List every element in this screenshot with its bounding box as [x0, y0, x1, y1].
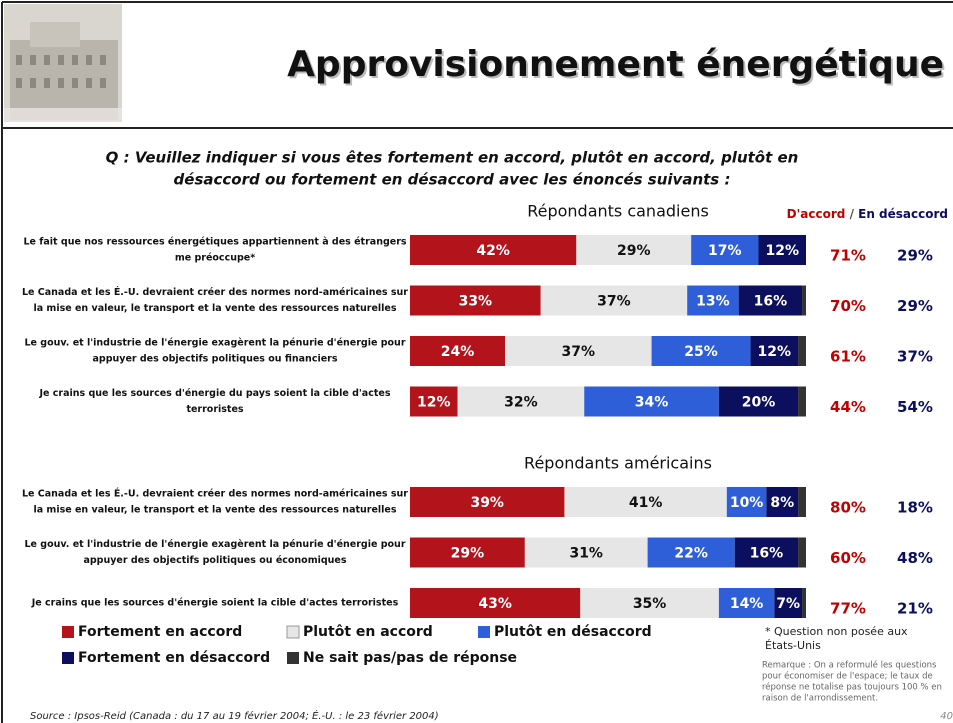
total-label: 48% [897, 549, 933, 567]
group-title: Répondants américains [524, 454, 712, 473]
value-label: 43% [478, 596, 512, 612]
totals-header-part: En désaccord [854, 207, 948, 221]
value-label: 33% [459, 294, 493, 310]
total-label: 71% [830, 247, 866, 265]
value-label: 39% [470, 495, 504, 511]
value-label: 13% [696, 294, 730, 310]
category-label: la mise en valeur, le transport et la ve… [33, 303, 396, 314]
value-label: 35% [633, 596, 667, 612]
legend-swatch [478, 626, 490, 638]
total-label: 18% [897, 499, 933, 517]
value-label: 12% [765, 243, 799, 259]
footnote: États-Unis [765, 639, 821, 652]
title: Approvisionnement énergétique [287, 44, 944, 85]
total-label: 37% [897, 348, 933, 366]
bar-segment [802, 286, 806, 316]
value-label: 17% [708, 243, 742, 259]
question: désaccord ou fortement en désaccord avec… [174, 171, 731, 189]
value-label: 12% [758, 344, 792, 360]
value-label: 25% [684, 344, 718, 360]
group-title: Répondants canadiens [527, 202, 709, 221]
total-label: 44% [830, 398, 866, 416]
legend-label: Fortement en accord [78, 624, 242, 640]
total-label: 29% [897, 247, 933, 265]
value-label: 31% [569, 546, 603, 562]
category-label: Je crains que les sources d'énergie du p… [39, 388, 391, 399]
category-label: Je crains que les sources d'énergie soie… [31, 598, 399, 609]
bar-segment [802, 588, 806, 618]
header-photo [4, 4, 122, 122]
value-label: 24% [441, 344, 475, 360]
totals-header: D'accord / En désaccord [787, 207, 948, 221]
source: Source : Ipsos-Reid (Canada : du 17 au 1… [30, 709, 439, 722]
total-label: 61% [830, 348, 866, 366]
value-label: 16% [754, 294, 788, 310]
category-label: appuyer des objectifs politiques ou écon… [83, 555, 346, 566]
value-label: 37% [597, 294, 631, 310]
value-label: 16% [750, 546, 784, 562]
slide: Approvisionnement énergétique Approvisio… [0, 0, 953, 723]
legend-label: Ne sait pas/pas de réponse [303, 650, 517, 666]
total-label: 21% [897, 600, 933, 618]
category-label: Le gouv. et l'industrie de l'énergie exa… [24, 539, 405, 550]
legend-swatch [62, 652, 74, 664]
legend-label: Plutôt en accord [303, 624, 433, 640]
footnote: * Question non posée aux [765, 625, 908, 638]
value-label: 29% [617, 243, 651, 259]
legend-swatch [62, 626, 74, 638]
value-label: 37% [562, 344, 596, 360]
page-number: 40 [940, 711, 953, 722]
legend-label: Plutôt en désaccord [494, 624, 652, 640]
total-label: 54% [897, 398, 933, 416]
total-label: 29% [897, 297, 933, 315]
value-label: 34% [635, 395, 669, 411]
category-label: Le gouv. et l'industrie de l'énergie exa… [24, 338, 405, 349]
category-label: appuyer des objectifs politiques ou fina… [92, 354, 337, 365]
legend-label: Fortement en désaccord [78, 650, 270, 666]
value-label: 29% [451, 546, 485, 562]
remark: Remarque : On a reformulé les questions [762, 660, 937, 671]
remark: pour économiser de l'espace; le taux de [762, 671, 933, 682]
value-label: 14% [730, 596, 764, 612]
bar-segment [798, 487, 806, 517]
total-label: 80% [830, 499, 866, 517]
remark: réponse ne totalise pas toujours 100 % e… [762, 682, 942, 693]
category-label: la mise en valeur, le transport et la ve… [33, 505, 396, 516]
category-label: terroristes [186, 404, 243, 415]
remark: raison de l'arrondissement. [762, 694, 878, 704]
value-label: 20% [742, 395, 776, 411]
category-label: Le Canada et les É.-U. devraient créer d… [22, 488, 408, 500]
value-label: 22% [674, 546, 708, 562]
value-label: 32% [504, 395, 538, 411]
bar-segment [798, 538, 806, 568]
legend-swatch [287, 626, 299, 638]
value-label: 7% [776, 596, 800, 612]
legend-swatch [287, 652, 299, 664]
bar-segment [798, 387, 806, 417]
total-label: 77% [830, 600, 866, 618]
category-label: Le fait que nos ressources énergétiques … [23, 237, 406, 248]
total-label: 70% [830, 297, 866, 315]
totals-header-part: D'accord [787, 207, 846, 221]
value-label: 8% [770, 495, 794, 511]
category-label: me préoccupe* [175, 253, 255, 264]
value-label: 12% [417, 395, 451, 411]
value-label: 10% [730, 495, 764, 511]
bar-segment [798, 336, 806, 366]
value-label: 42% [476, 243, 510, 259]
total-label: 60% [830, 549, 866, 567]
value-label: 41% [629, 495, 663, 511]
question: Q : Veuillez indiquer si vous êtes forte… [106, 149, 799, 167]
category-label: Le Canada et les É.-U. devraient créer d… [22, 286, 408, 298]
